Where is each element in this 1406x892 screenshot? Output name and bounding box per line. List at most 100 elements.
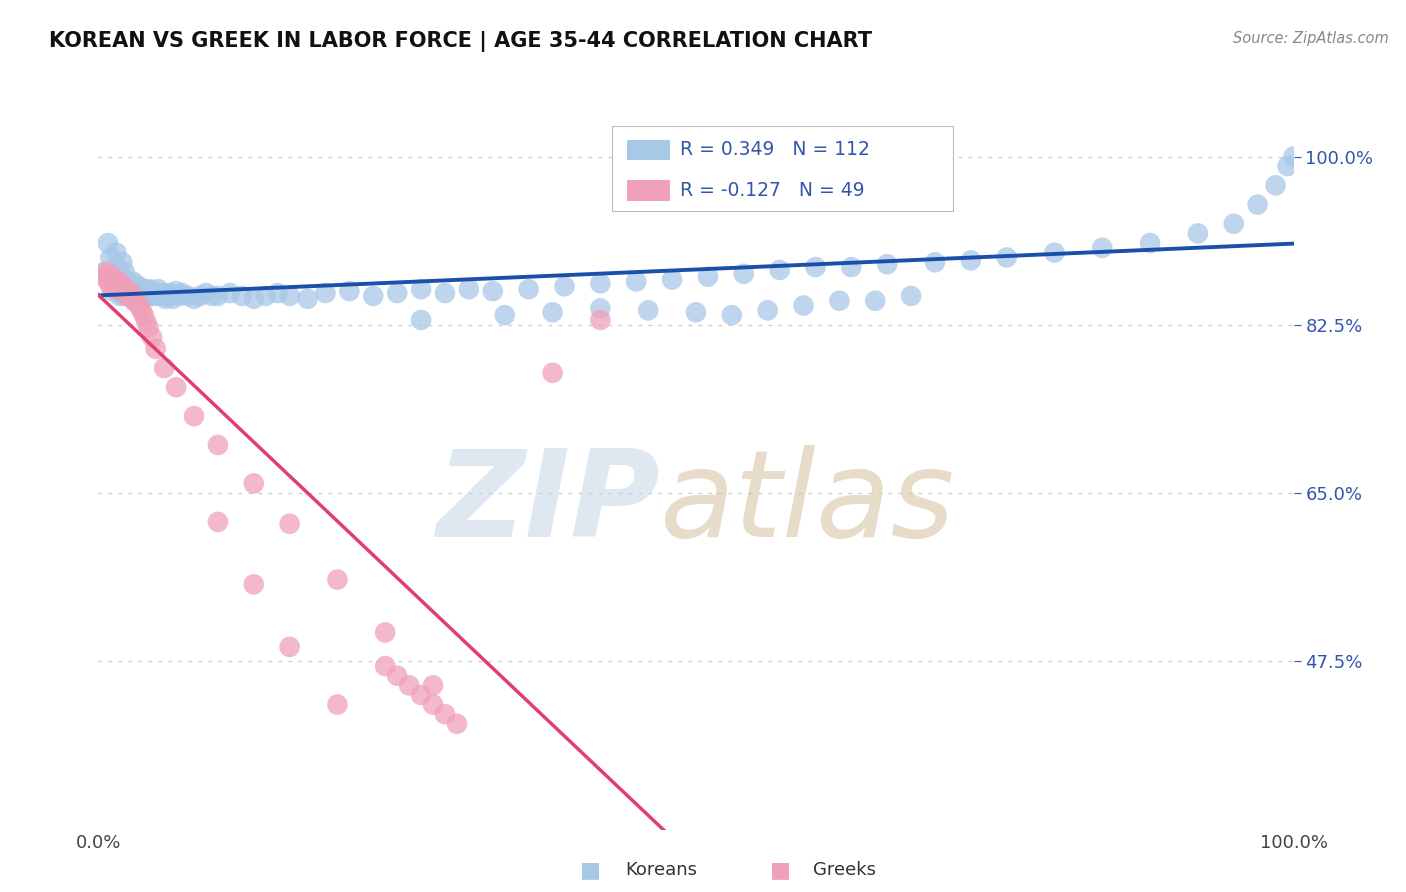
- Point: [112, 289, 135, 303]
- Point: [105, 245, 128, 260]
- Point: [207, 515, 229, 529]
- Point: [374, 659, 396, 673]
- Point: [685, 305, 707, 319]
- Point: [195, 286, 218, 301]
- Point: [733, 267, 755, 281]
- Point: [98, 275, 122, 289]
- Point: [117, 284, 139, 298]
- Text: R = 0.349   N = 112: R = 0.349 N = 112: [681, 140, 870, 160]
- Point: [278, 516, 301, 531]
- Text: ZIP: ZIP: [436, 445, 661, 562]
- Point: [756, 303, 779, 318]
- Point: [103, 269, 125, 284]
- Point: [219, 286, 242, 301]
- Point: [254, 289, 277, 303]
- Point: [1277, 159, 1299, 173]
- Point: [105, 282, 128, 296]
- Point: [107, 279, 129, 293]
- Point: [112, 280, 135, 294]
- Point: [1139, 235, 1161, 250]
- Point: [1043, 245, 1066, 260]
- Point: [134, 282, 156, 296]
- Point: [93, 269, 115, 284]
- Point: [114, 265, 136, 279]
- Text: ■: ■: [770, 860, 790, 880]
- Point: [108, 289, 131, 303]
- Point: [121, 292, 143, 306]
- Text: R = -0.127   N = 49: R = -0.127 N = 49: [681, 181, 865, 200]
- Point: [117, 289, 139, 303]
- Point: [118, 279, 141, 293]
- Point: [159, 286, 181, 301]
- Point: [145, 289, 167, 303]
- Point: [363, 289, 385, 303]
- Point: [494, 308, 516, 322]
- Point: [124, 289, 146, 303]
- Text: Koreans: Koreans: [626, 861, 697, 879]
- Point: [141, 284, 163, 298]
- Point: [115, 284, 138, 298]
- Point: [434, 707, 457, 722]
- Point: [828, 293, 851, 308]
- Point: [231, 289, 253, 303]
- Point: [117, 275, 139, 289]
- Point: [458, 282, 481, 296]
- Point: [93, 265, 115, 279]
- Point: [107, 275, 129, 289]
- Point: [589, 277, 612, 291]
- Point: [1223, 217, 1246, 231]
- Point: [297, 292, 319, 306]
- Point: [188, 289, 211, 303]
- Point: [434, 286, 457, 301]
- Point: [541, 366, 564, 380]
- Point: [326, 573, 349, 587]
- Point: [107, 278, 129, 293]
- Point: [98, 269, 121, 284]
- Point: [697, 269, 720, 284]
- Point: [1264, 178, 1286, 193]
- Point: [101, 269, 124, 284]
- Point: [128, 299, 150, 313]
- Point: [721, 308, 744, 322]
- Point: [97, 275, 120, 289]
- Point: [374, 625, 396, 640]
- Point: [110, 278, 132, 293]
- Point: [626, 275, 648, 289]
- Point: [128, 279, 150, 293]
- Point: [98, 251, 122, 265]
- Point: [900, 289, 922, 303]
- Point: [243, 577, 266, 591]
- Point: [243, 476, 266, 491]
- Point: [385, 669, 409, 683]
- Point: [541, 305, 564, 319]
- Point: [243, 292, 266, 306]
- Point: [339, 284, 361, 298]
- Point: [589, 313, 612, 327]
- Point: [142, 286, 165, 301]
- Point: [111, 255, 134, 269]
- Point: [768, 263, 790, 277]
- Text: atlas: atlas: [661, 445, 956, 562]
- Point: [422, 678, 444, 692]
- Point: [411, 282, 433, 296]
- Point: [129, 289, 152, 303]
- Point: [554, 279, 576, 293]
- Point: [398, 678, 420, 692]
- Point: [960, 253, 983, 268]
- Point: [108, 265, 131, 279]
- Point: [153, 361, 176, 376]
- Point: [120, 289, 142, 303]
- Point: [177, 289, 200, 303]
- Point: [115, 282, 138, 296]
- Point: [995, 251, 1018, 265]
- Point: [138, 286, 160, 301]
- Point: [793, 299, 815, 313]
- Point: [278, 289, 301, 303]
- Point: [114, 286, 136, 301]
- Point: [132, 292, 155, 306]
- Point: [1282, 149, 1305, 163]
- Point: [422, 698, 444, 712]
- Point: [136, 284, 159, 298]
- Point: [841, 260, 863, 274]
- Point: [98, 279, 122, 293]
